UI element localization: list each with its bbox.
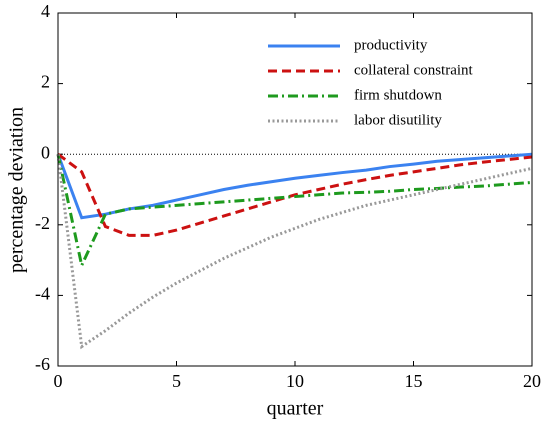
x-axis-label: quarter (267, 398, 324, 420)
x-tick-label: 0 (54, 371, 63, 391)
x-tick-label: 20 (523, 371, 541, 391)
y-tick-label: 4 (41, 1, 50, 21)
y-tick-label: -2 (35, 213, 50, 233)
legend-label: collateral constraint (354, 62, 474, 78)
y-tick-label: -4 (35, 284, 50, 304)
y-tick-label: 0 (41, 142, 50, 162)
y-axis-label: percentage deviation (6, 107, 28, 273)
legend-label: productivity (354, 37, 428, 53)
plot-frame (57, 12, 533, 367)
y-tick-label: -6 (35, 354, 50, 374)
series-line (56, 154, 533, 350)
x-tick-label: 10 (286, 371, 304, 391)
series-line (56, 153, 533, 271)
series-line (57, 152, 533, 237)
x-tick-label: 15 (405, 371, 423, 391)
x-tick-label: 5 (172, 371, 181, 391)
legend-label: labor disutility (354, 112, 442, 128)
legend-label: firm shutdown (354, 87, 442, 103)
y-tick-label: 2 (41, 72, 50, 92)
